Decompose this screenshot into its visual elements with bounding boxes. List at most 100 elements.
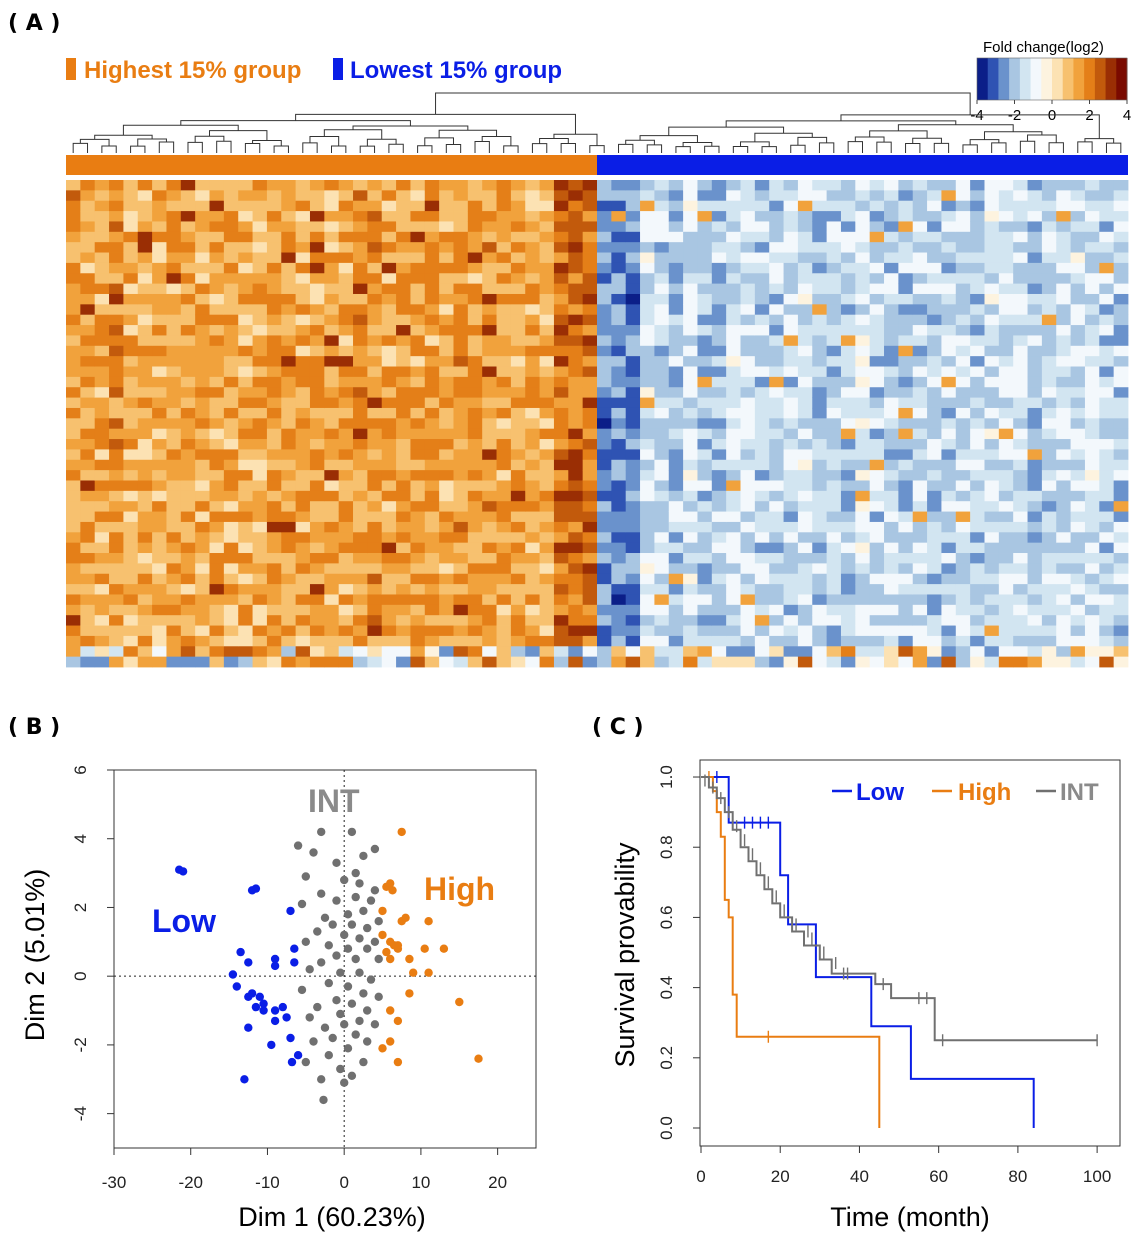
dendrogram-branch: [158, 141, 175, 153]
heatmap-cell: [180, 625, 196, 637]
heatmap-cell: [754, 501, 770, 512]
heatmap-cell: [295, 459, 311, 471]
heatmap-cell: [668, 180, 684, 191]
colorbar-cell: [1062, 58, 1074, 100]
heatmap-cell: [338, 356, 354, 367]
dendrogram-branch: [531, 143, 548, 153]
heatmap-cell: [1027, 584, 1043, 595]
heatmap-cell: [769, 490, 784, 502]
heatmap-cell: [166, 335, 182, 347]
heatmap-cell: [424, 428, 440, 440]
heatmap-cell: [80, 563, 96, 575]
heatmap-cell: [582, 594, 598, 606]
heatmap-cell: [209, 625, 225, 637]
heatmap-cell: [1084, 262, 1100, 274]
heatmap-cell: [1070, 407, 1086, 419]
heatmap-cell: [826, 594, 842, 606]
heatmap-cell: [855, 366, 871, 378]
heatmap-cell: [654, 594, 670, 606]
heatmap-cell: [597, 635, 612, 647]
heatmap-cell: [1013, 553, 1028, 564]
heatmap-cell: [80, 480, 96, 492]
heatmap-cell: [898, 459, 914, 471]
heatmap-cell: [510, 635, 526, 647]
heatmap-cell: [970, 397, 985, 409]
heatmap-cell: [640, 511, 655, 523]
heatmap-cell: [338, 584, 354, 595]
heatmap-cell: [812, 376, 828, 388]
heatmap-cell: [955, 563, 971, 575]
heatmap-cell: [625, 325, 641, 336]
heatmap-cell: [180, 397, 196, 409]
heatmap-cell: [840, 584, 856, 595]
heatmap-cell: [238, 304, 253, 316]
heatmap-cell: [467, 366, 483, 378]
heatmap-cell: [1027, 501, 1043, 512]
pca-point-low: [228, 970, 238, 979]
heatmap-cell: [840, 387, 856, 398]
heatmap-cell: [238, 428, 253, 440]
heatmap-cell: [970, 252, 985, 264]
heatmap-cell: [66, 521, 81, 533]
heatmap-cell: [568, 293, 584, 305]
heatmap-cell: [94, 604, 110, 616]
heatmap-cell: [109, 180, 124, 191]
heatmap-cell: [238, 459, 253, 471]
heatmap-cell: [912, 387, 928, 398]
heatmap-cell: [439, 325, 454, 336]
heatmap-cell: [711, 470, 727, 481]
heatmap-cell: [668, 563, 684, 575]
heatmap-cell: [797, 366, 813, 378]
heatmap-cell: [396, 376, 411, 388]
heatmap-cell: [166, 563, 182, 575]
heatmap-cell: [869, 646, 885, 658]
heatmap-cell: [1027, 325, 1043, 336]
heatmap-cell: [697, 573, 713, 585]
heatmap-cell: [553, 304, 569, 316]
heatmap-cell: [984, 532, 1000, 544]
heatmap-cell: [812, 180, 828, 191]
heatmap-cell: [740, 532, 756, 544]
heatmap-cell: [1056, 646, 1071, 658]
heatmap-cell: [424, 376, 440, 388]
heatmap-cell: [252, 304, 268, 316]
heatmap-cell: [525, 221, 540, 233]
heatmap-cell: [1027, 252, 1043, 264]
heatmap-cell: [912, 345, 928, 357]
heatmap-cell: [998, 635, 1014, 647]
heatmap-cell: [1056, 262, 1071, 274]
heatmap-cell: [137, 418, 153, 430]
heatmap-cell: [941, 366, 957, 378]
heatmap-cell: [295, 273, 311, 285]
heatmap-cell: [396, 200, 411, 212]
heatmap-cell: [898, 501, 914, 512]
heatmap-cell: [1027, 553, 1043, 564]
heatmap-cell: [855, 563, 871, 575]
heatmap-cell: [467, 615, 483, 626]
heatmap-cell: [668, 573, 684, 585]
heatmap-cell: [855, 407, 871, 419]
heatmap-cell: [1113, 532, 1129, 544]
heatmap-cell: [927, 180, 942, 191]
heatmap-cell: [840, 262, 856, 274]
heatmap-cell: [955, 376, 971, 388]
heatmap-cell: [754, 439, 770, 450]
heatmap-cell: [1013, 542, 1028, 554]
km-legend-int: INT: [1060, 779, 1099, 806]
heatmap-cell: [797, 376, 813, 388]
heatmap-cell: [309, 511, 325, 523]
heatmap-cell: [453, 594, 469, 606]
heatmap-cell: [266, 501, 282, 512]
heatmap-cell: [654, 387, 670, 398]
heatmap-cell: [826, 293, 842, 305]
heatmap-cell: [1041, 418, 1057, 430]
heatmap-cell: [711, 553, 727, 564]
heatmap-cell: [281, 366, 297, 378]
heatmap-cell: [668, 252, 684, 264]
heatmap-cell: [783, 625, 799, 637]
heatmap-cell: [1070, 542, 1086, 554]
heatmap-cell: [769, 604, 784, 616]
heatmap-cell: [453, 439, 469, 450]
heatmap-cell: [324, 325, 340, 336]
heatmap-cell: [840, 325, 856, 336]
